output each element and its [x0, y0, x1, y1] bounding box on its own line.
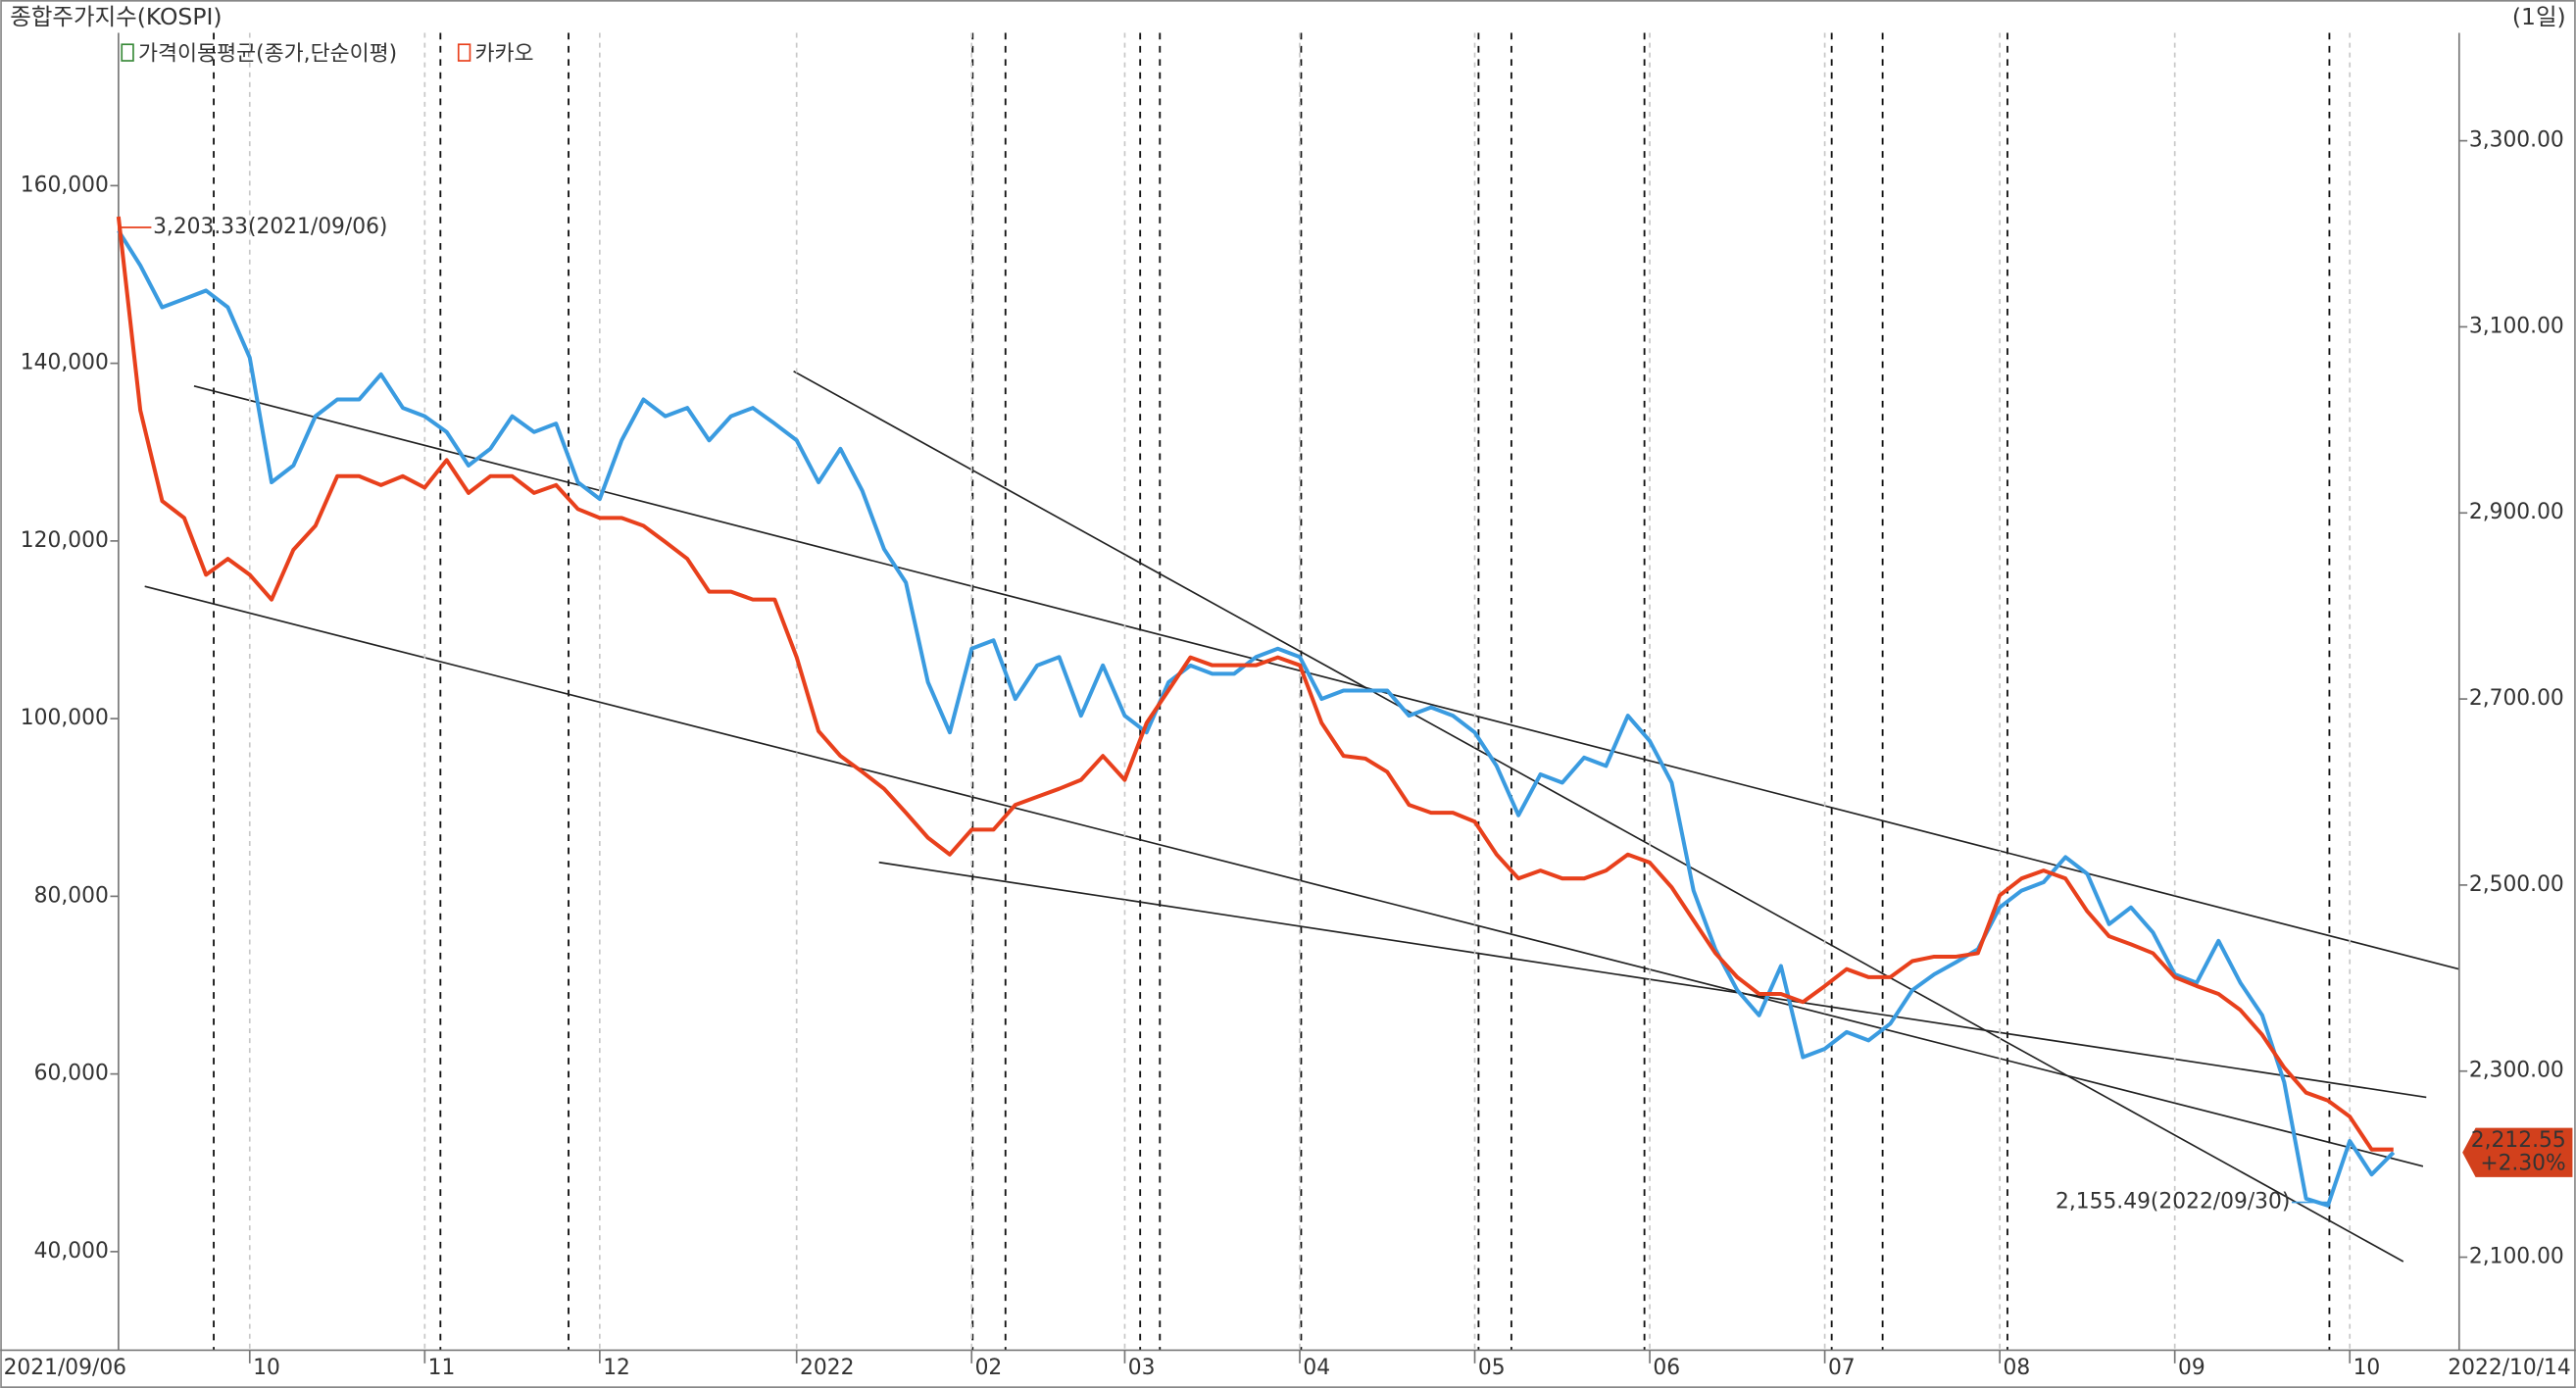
series-line [117, 229, 2396, 1208]
y-tick-label: 160,000 [21, 173, 109, 197]
x-tick-label: 2022/10/14 [2448, 1356, 2570, 1380]
y2-tick-label: 2,500.00 [2469, 872, 2564, 897]
x-tick-label: 12 [603, 1356, 630, 1380]
x-tick-label: 10 [253, 1356, 280, 1380]
legend-indicator: 가격이동평균(종가,단순이평) [138, 41, 397, 66]
y-tick-label: 120,000 [21, 528, 109, 553]
period: (1일) [2512, 3, 2566, 30]
y2-tick-label: 2,700.00 [2469, 686, 2564, 711]
price-change: +2.30% [2480, 1151, 2565, 1175]
annotation: 2,155.49(2022/09/30) [2056, 1190, 2290, 1214]
x-tick-label: 06 [1653, 1356, 1680, 1380]
price-box [2462, 1127, 2573, 1177]
legend-icon [121, 43, 134, 62]
series-line [116, 216, 2394, 1152]
x-tick-label: 08 [2003, 1356, 2030, 1380]
x-tick-label: 2022 [800, 1356, 854, 1380]
y-tick-label: 80,000 [34, 883, 109, 908]
y-tick-label: 140,000 [21, 351, 109, 375]
x-tick-label: 09 [2178, 1356, 2205, 1380]
chart-title: 종합주가지수(KOSPI) [10, 3, 222, 30]
legend-icon [457, 43, 471, 62]
x-tick-label: 10 [2353, 1356, 2381, 1380]
y2-tick-label: 2,300.00 [2469, 1059, 2564, 1083]
y2-tick-label: 2,900.00 [2469, 500, 2564, 524]
x-tick-label: 03 [1128, 1356, 1156, 1380]
y2-tick-label: 2,100.00 [2469, 1245, 2564, 1269]
x-tick-label: 07 [1828, 1356, 1856, 1380]
x-tick-label: 05 [1478, 1356, 1506, 1380]
annotation: 3,203.33(2021/09/06) [153, 215, 387, 239]
x-tick-label: 04 [1303, 1356, 1330, 1380]
price-label: 2,212.55 [2471, 1128, 2566, 1153]
dashed-lines [213, 32, 2331, 1351]
trendline [144, 585, 2424, 1167]
legend-entry: 카카오 [475, 41, 534, 66]
x-tick-label: 02 [975, 1356, 1003, 1380]
x-tick-label: 2021/09/06 [4, 1356, 126, 1380]
y-tick-label: 60,000 [34, 1062, 109, 1086]
y2-tick-label: 3,100.00 [2469, 314, 2564, 338]
trendline [878, 861, 2427, 1099]
trendline [793, 370, 2404, 1263]
x-tick-label: 11 [428, 1356, 456, 1380]
y-tick-label: 40,000 [34, 1239, 109, 1264]
y-tick-label: 100,000 [21, 706, 109, 730]
y2-tick-label: 3,300.00 [2469, 128, 2564, 153]
